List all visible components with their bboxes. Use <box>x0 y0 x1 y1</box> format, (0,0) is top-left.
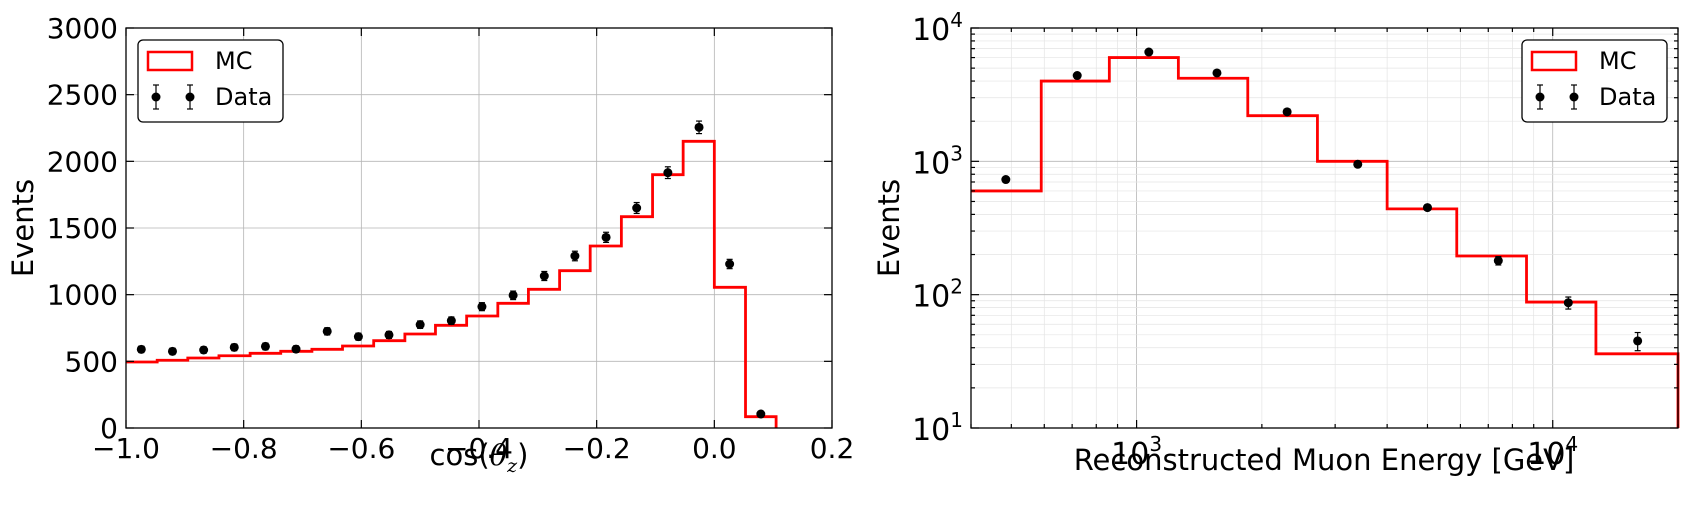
left-legend-mc-swatch <box>146 50 194 72</box>
left-data-point <box>199 345 209 355</box>
left-data-point <box>353 332 363 342</box>
left-data-point <box>756 409 766 419</box>
left-legend: MC Data <box>137 39 284 123</box>
left-y-axis-label: Events <box>6 179 40 277</box>
right-legend-box <box>1521 39 1668 123</box>
left-data-point <box>415 320 425 330</box>
left-y-tick-label: 0 <box>100 412 118 445</box>
left-data-point <box>663 168 673 178</box>
right-legend-mc-swatch <box>1530 50 1578 72</box>
left-y-tick-label: 500 <box>65 345 118 378</box>
right-plot-frame <box>970 27 1679 429</box>
right-data-point <box>1422 203 1432 213</box>
left-y-tick-label: 2000 <box>47 145 118 178</box>
left-data-point <box>601 232 611 242</box>
left-mc-histogram <box>126 139 778 428</box>
left-x-tick-label: −0.4 <box>445 432 513 465</box>
left-y-tick-label: 1500 <box>47 212 118 245</box>
right-mc-step-line <box>971 56 1680 428</box>
left-legend-box <box>137 39 284 123</box>
right-legend-mc-label: MC <box>1599 47 1636 75</box>
left-x-axis-label: cos(θz) <box>430 438 529 477</box>
right-y-tick-label: 104 <box>912 8 963 48</box>
left-data-point <box>539 271 549 281</box>
left-data-points <box>136 120 766 419</box>
left-x-tick-label: 0.0 <box>692 432 737 465</box>
right-legend-data-label: Data <box>1599 83 1656 111</box>
right-data-point <box>1563 298 1573 308</box>
left-y-tick-label: 3000 <box>47 12 118 45</box>
left-x-tick-label: −1.0 <box>92 432 160 465</box>
right-ticks: 103 104 101 102 103 104 <box>912 8 1679 472</box>
left-data-point <box>446 316 456 326</box>
right-legend-data-marker <box>1535 84 1579 110</box>
left-legend-mc-label: MC <box>215 47 252 75</box>
right-data-point <box>1144 47 1154 57</box>
left-mc-step-line <box>126 139 778 428</box>
left-legend-data-label: Data <box>215 83 272 111</box>
left-data-point <box>694 122 704 132</box>
left-x-tick-label: −0.6 <box>327 432 395 465</box>
left-data-point <box>229 342 239 352</box>
left-data-point <box>384 330 394 340</box>
left-data-point <box>136 344 146 354</box>
right-y-tick-label: 102 <box>912 275 963 315</box>
left-data-point <box>291 344 301 354</box>
right-data-point <box>1493 256 1503 266</box>
right-data-point <box>1353 159 1363 169</box>
left-data-point <box>477 302 487 312</box>
left-ticks: −1.0 −0.8 −0.6 −0.4 −0.2 0.0 0.2 0 500 1000 1500 20… <box>47 12 855 465</box>
left-data-point <box>725 259 735 269</box>
left-legend-data-marker <box>151 84 195 110</box>
right-y-tick-label: 103 <box>912 141 963 181</box>
right-data-point <box>1633 336 1643 346</box>
left-panel: −1.0 −0.8 −0.6 −0.4 −0.2 0.0 0.2 0 500 1000 1500 20… <box>6 12 854 477</box>
left-data-point <box>508 290 518 300</box>
left-x-tick-label: 0.2 <box>810 432 855 465</box>
right-data-point <box>1212 68 1222 78</box>
right-legend: MC Data <box>1521 39 1668 123</box>
left-data-point <box>322 326 332 336</box>
left-x-tick-label: −0.2 <box>563 432 631 465</box>
right-panel: 103 104 101 102 103 104 MC Data Events Recons… <box>872 8 1680 477</box>
right-x-axis-label: Reconstructed Muon Energy [GeV] <box>1074 443 1575 477</box>
right-x-tick-label: 103 <box>1111 432 1162 472</box>
right-y-tick-label: 101 <box>912 408 963 448</box>
left-data-point <box>260 341 270 351</box>
left-x-tick-label: −0.8 <box>210 432 278 465</box>
right-data-point <box>1072 71 1082 81</box>
right-data-points <box>1001 47 1643 352</box>
left-data-point <box>632 203 642 213</box>
right-x-tick-label: 104 <box>1527 432 1578 472</box>
right-y-axis-label: Events <box>872 179 906 277</box>
right-mc-histogram <box>971 56 1680 428</box>
right-data-point <box>1001 175 1011 185</box>
right-data-point <box>1282 107 1292 117</box>
left-data-point <box>570 251 580 261</box>
left-data-point <box>167 346 177 356</box>
left-y-tick-label: 1000 <box>47 279 118 312</box>
left-y-tick-label: 2500 <box>47 79 118 112</box>
